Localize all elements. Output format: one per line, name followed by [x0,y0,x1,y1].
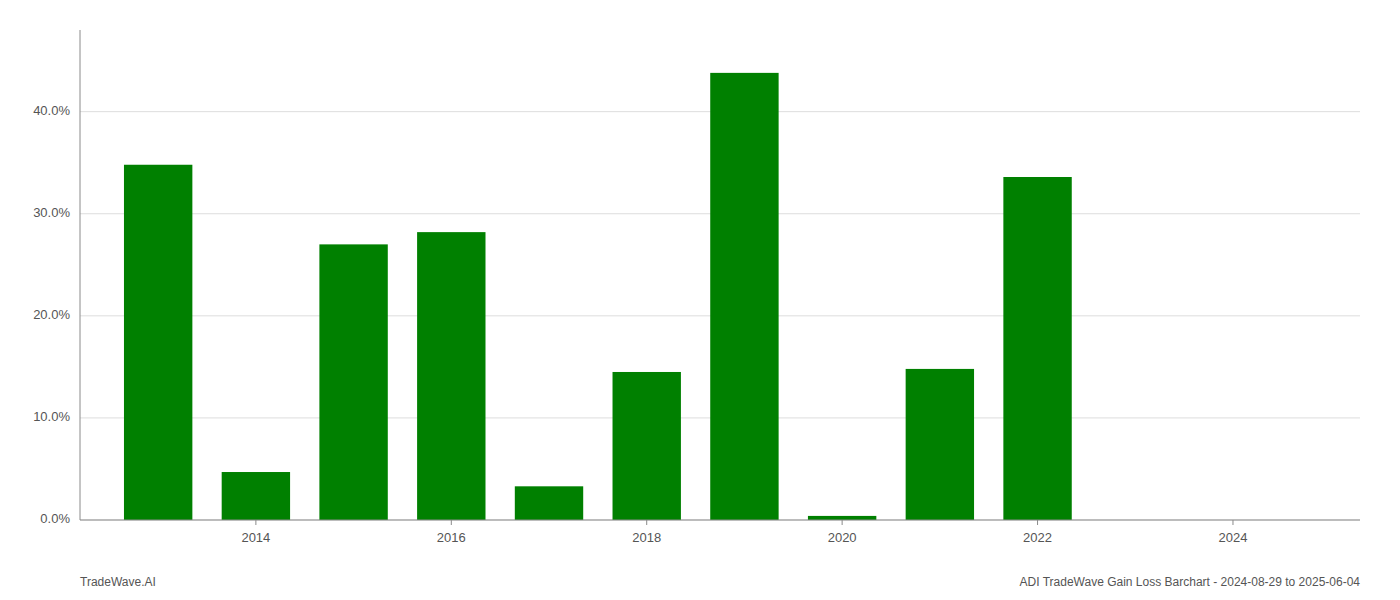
bar [710,73,778,520]
y-tick-label: 10.0% [33,409,70,424]
x-tick-label: 2022 [1023,530,1052,545]
y-tick-label: 40.0% [33,103,70,118]
x-tick-label: 2014 [241,530,270,545]
bar [417,232,485,520]
y-axis: 0.0% 10.0% 20.0% 30.0% 40.0% [33,103,70,526]
footer-left: TradeWave.AI [80,575,156,589]
x-tick [646,520,647,525]
x-axis-line [80,520,1360,521]
grid-line [80,520,1360,521]
y-tick-label: 0.0% [40,511,70,526]
chart-container: 0.0% 10.0% 20.0% 30.0% 40.0% 2014 2016 2018 2020… [0,0,1400,600]
x-tick [1232,520,1233,525]
x-tick [1037,520,1038,525]
bars [124,73,1072,520]
x-tick-label: 2024 [1219,530,1248,545]
bar [613,372,681,520]
footer-right: ADI TradeWave Gain Loss Barchart - 2024-… [1020,575,1361,589]
footer: TradeWave.AI ADI TradeWave Gain Loss Barc… [80,575,1360,589]
bar [808,516,876,520]
x-axis: 2014 2016 2018 2020 2022 2024 [241,520,1247,545]
x-tick [842,520,843,525]
bar [515,486,583,520]
y-axis-line [80,30,81,520]
bar [906,369,974,520]
bar [1003,177,1071,520]
y-tick-label: 30.0% [33,205,70,220]
bar [222,472,290,520]
y-tick-label: 20.0% [33,307,70,322]
x-tick [451,520,452,525]
x-tick-label: 2020 [828,530,857,545]
x-tick [255,520,256,525]
bar [319,244,387,520]
chart-svg: 0.0% 10.0% 20.0% 30.0% 40.0% 2014 2016 2018 2020… [0,0,1400,600]
x-tick-label: 2018 [632,530,661,545]
bar [124,165,192,520]
x-tick-label: 2016 [437,530,466,545]
